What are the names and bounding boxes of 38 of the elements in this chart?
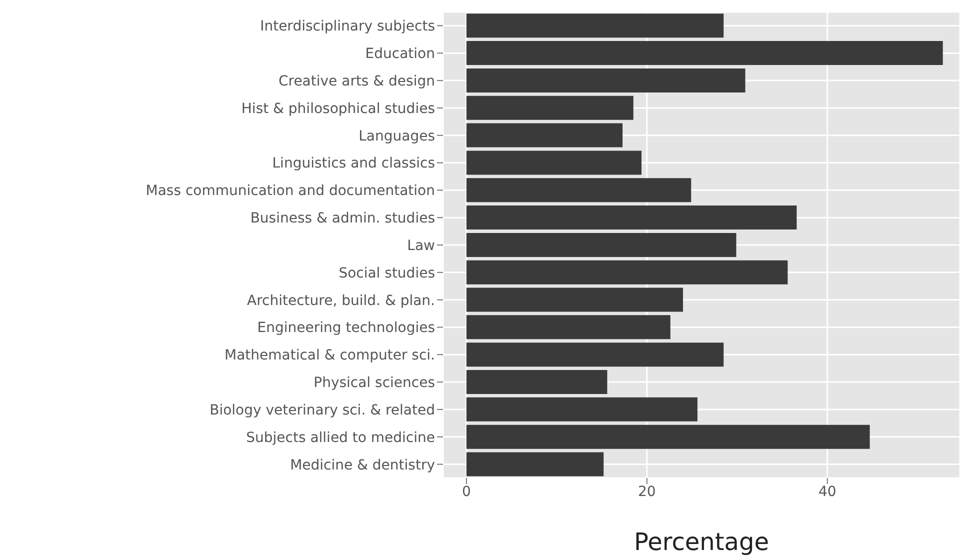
x-tick-label: 40	[818, 484, 836, 500]
bar	[466, 260, 788, 284]
y-tick-label: Social studies	[338, 265, 435, 282]
bar	[466, 178, 692, 202]
x-axis-title: Percentage	[634, 528, 770, 556]
y-tick-label: Engineering technologies	[257, 320, 435, 336]
y-tick-label: Education	[365, 46, 435, 62]
bar	[466, 14, 724, 38]
bar	[466, 41, 943, 66]
y-tick-label: Business & admin. studies	[250, 210, 435, 227]
y-tick-label: Medicine & dentistry	[290, 457, 435, 474]
bar	[466, 232, 736, 257]
y-tick-label: Interdisciplinary subjects	[260, 18, 435, 35]
bar	[466, 123, 623, 148]
bar	[466, 452, 604, 476]
bar	[466, 96, 634, 120]
bar	[466, 397, 698, 422]
y-tick-label: Creative arts & design	[278, 74, 435, 90]
y-tick-label: Subjects allied to medicine	[246, 430, 435, 446]
bar	[466, 370, 608, 394]
x-tick-label: 0	[462, 484, 471, 500]
y-tick-label: Languages	[358, 128, 435, 144]
bar	[466, 288, 684, 312]
y-tick-label: Physical sciences	[314, 375, 435, 392]
bar	[466, 424, 870, 449]
x-tick-label: 20	[638, 484, 656, 500]
bar	[466, 206, 797, 230]
y-tick-label: Linguistics and classics	[272, 156, 435, 172]
y-tick-label: Law	[407, 238, 435, 254]
y-tick-label: Mass communication and documentation	[146, 183, 435, 200]
bar	[466, 342, 724, 367]
bar	[466, 315, 670, 340]
y-tick-label: Hist & philosophical studies	[241, 100, 435, 117]
y-tick-label: Architecture, build. & plan.	[247, 292, 435, 309]
bar	[466, 150, 642, 175]
y-tick-label: Biology veterinary sci. & related	[210, 402, 435, 418]
bar	[466, 68, 746, 92]
y-tick-label: Mathematical & computer sci.	[224, 348, 435, 364]
